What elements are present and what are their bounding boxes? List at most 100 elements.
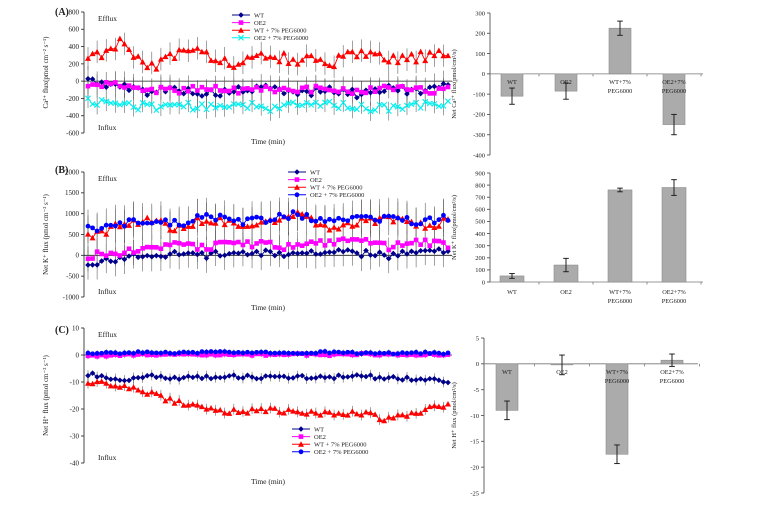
panel-b-line-chart: 2000 1500 1000 500 0 -500 -1000 Efflux Influx Net… [36,160,460,323]
svg-text:500: 500 [475,219,485,226]
svg-text:WT: WT [507,79,517,86]
panel-a-label: (A) [55,7,69,18]
proton-flux-timeseries: 10 0 -10 -20 -30 -40 Efflux Influx Net H⁺ flux (… [42,324,452,486]
svg-text:OE2: OE2 [556,369,568,376]
svg-text:0: 0 [482,71,485,78]
net-potassium-flux-bars: 900 800 700 600 500 400 300 200 100 0 WT OE2 WT+7% PE… [451,170,703,305]
svg-text:0: 0 [76,252,80,260]
svg-text:-100: -100 [473,91,485,98]
svg-text:Time (min): Time (min) [251,137,286,146]
svg-text:200: 200 [475,31,485,38]
svg-text:100: 100 [475,267,485,274]
panel-b-label: (B) [55,165,69,176]
svg-text:Net K⁺ flux (pmol cm⁻² s⁻¹): Net K⁺ flux (pmol cm⁻² s⁻¹) [42,193,50,274]
svg-text:-30: -30 [70,432,80,440]
potassium-flux-timeseries: 2000 1500 1000 500 0 -500 -1000 Efflux Influx Net… [42,168,452,312]
panel-c-label: (C) [55,325,69,336]
svg-text:-40: -40 [70,459,80,467]
svg-text:-10: -10 [470,413,479,420]
panel-a-bar-chart: 300 200 100 0 -100 -200 -300 -400 WT OE2 WT+7% PEG6… [448,0,760,165]
svg-text:Ca²⁺ flux(pmol cm⁻² s⁻¹): Ca²⁺ flux(pmol cm⁻² s⁻¹) [42,36,50,109]
net-proton-flux-bars: 5 0 -5 -10 -15 -20 -25 WT OE2 WT+7% PEG6000 OE2+7% P… [451,335,700,497]
panel-c-bar-chart: 5 0 -5 -10 -15 -20 -25 WT OE2 WT+7% PEG6000 OE2+7% P… [448,322,764,515]
svg-text:10: 10 [72,324,80,332]
svg-text:PEG6000: PEG6000 [660,378,685,385]
svg-text:600: 600 [475,207,485,214]
svg-text:0: 0 [76,78,80,86]
svg-text:800: 800 [475,182,485,189]
svg-text:PEG6000: PEG6000 [608,88,633,95]
svg-text:Efflux: Efflux [98,14,117,23]
svg-text:0: 0 [476,361,479,368]
svg-text:-500: -500 [66,273,79,281]
svg-text:Net H⁺ flux (pmol cm⁻² s⁻¹): Net H⁺ flux (pmol cm⁻² s⁻¹) [42,354,50,435]
svg-text:-400: -400 [66,112,79,120]
svg-text:Efflux: Efflux [98,174,117,183]
svg-text:WT: WT [507,289,517,296]
svg-text:0: 0 [482,279,485,286]
svg-text:-200: -200 [66,95,79,103]
svg-text:OE2 + 7% PEG6000: OE2 + 7% PEG6000 [254,35,308,42]
svg-text:Time (min): Time (min) [251,477,286,486]
calcium-flux-timeseries: 800 600 400 200 0 -200 -400 -600 Efflux Influx Ca²… [42,8,452,146]
svg-text:OE2 + 7% PEG6000: OE2 + 7% PEG6000 [314,449,368,456]
svg-text:WT+7%: WT+7% [609,289,631,296]
svg-text:-600: -600 [66,129,79,137]
svg-text:PEG6000: PEG6000 [662,88,687,95]
svg-text:300: 300 [475,10,485,17]
panel-b-bar-chart: 900 800 700 600 500 400 300 200 100 0 WT OE2 WT+7% PE… [448,162,760,322]
svg-text:PEG6000: PEG6000 [662,298,687,305]
svg-text:WT + 7% PEG6000: WT + 7% PEG6000 [314,442,366,449]
net-calcium-flux-bars: 300 200 100 0 -100 -200 -300 -400 WT OE2 WT+7% PEG6… [451,10,703,159]
svg-text:WT: WT [310,169,320,176]
svg-text:900: 900 [475,170,485,177]
svg-text:-300: -300 [473,132,485,139]
svg-text:400: 400 [475,231,485,238]
svg-text:200: 200 [475,255,485,262]
svg-text:-200: -200 [473,112,485,119]
svg-text:PEG6000: PEG6000 [605,378,630,385]
svg-text:WT + 7% PEG6000: WT + 7% PEG6000 [254,28,306,35]
svg-text:100: 100 [475,51,485,58]
panel-a-line-chart: 800 600 400 200 0 -200 -400 -600 Efflux Influx Ca²… [36,2,460,163]
svg-text:-1000: -1000 [63,293,80,301]
svg-text:Net K⁺ flux(pmol/cm²/s): Net K⁺ flux(pmol/cm²/s) [451,195,458,260]
svg-text:-20: -20 [70,405,80,413]
svg-text:WT+7%: WT+7% [609,79,631,86]
svg-text:-15: -15 [470,439,479,446]
svg-text:-20: -20 [470,464,479,471]
svg-text:PEG6000: PEG6000 [608,298,633,305]
svg-text:OE2: OE2 [254,20,266,27]
panel-c-line-chart: 10 0 -10 -20 -30 -40 Efflux Influx Net H⁺ flux (… [36,320,460,505]
svg-text:200: 200 [69,60,80,68]
svg-text:WT: WT [502,369,512,376]
svg-text:OE2: OE2 [560,289,572,296]
svg-text:OE2: OE2 [314,434,326,441]
svg-text:-25: -25 [470,490,479,497]
svg-text:0: 0 [76,351,80,359]
svg-text:5: 5 [476,335,479,342]
svg-text:Influx: Influx [98,287,117,296]
svg-text:600: 600 [69,26,80,34]
svg-text:Influx: Influx [98,453,117,462]
svg-text:Efflux: Efflux [98,330,117,339]
svg-text:-5: -5 [474,387,479,394]
svg-text:OE2+7%: OE2+7% [660,369,684,376]
svg-text:500: 500 [69,231,80,239]
svg-text:300: 300 [475,243,485,250]
svg-text:Time (min): Time (min) [251,303,286,312]
svg-text:WT + 7% PEG6000: WT + 7% PEG6000 [310,185,362,192]
svg-text:400: 400 [69,43,80,51]
svg-text:1000: 1000 [65,210,80,218]
svg-text:OE2+7%: OE2+7% [662,289,686,296]
svg-text:-10: -10 [70,378,80,386]
svg-text:OE2: OE2 [310,177,322,184]
svg-text:WT: WT [254,12,264,19]
svg-text:1500: 1500 [65,189,80,197]
svg-text:-400: -400 [473,152,485,159]
svg-text:WT: WT [314,426,324,433]
svg-text:800: 800 [69,8,80,16]
svg-text:OE2: OE2 [560,79,572,86]
svg-text:700: 700 [475,195,485,202]
